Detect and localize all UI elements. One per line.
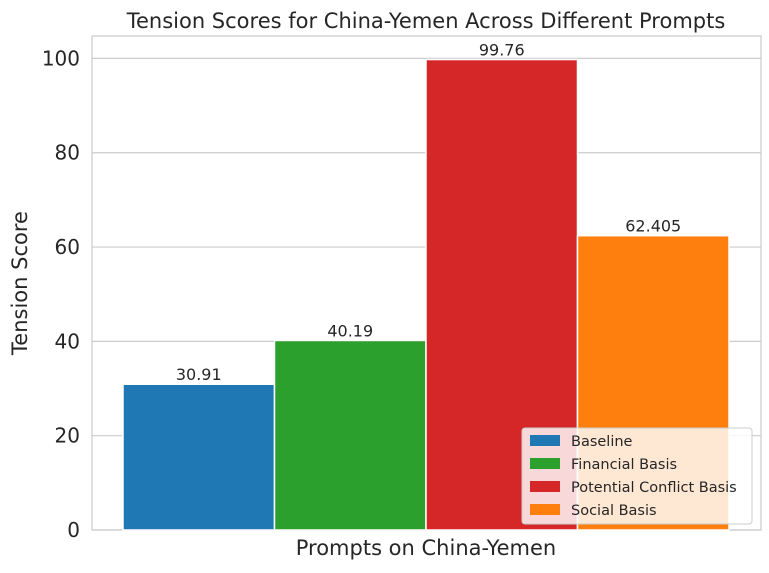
- legend-swatch: [530, 458, 560, 469]
- bar-value-label: 62.405: [625, 217, 681, 236]
- y-tick-label: 60: [55, 235, 80, 259]
- chart-title: Tension Scores for China-Yemen Across Di…: [126, 9, 726, 33]
- bar-value-label: 40.19: [327, 321, 373, 340]
- bar: [273, 339, 427, 531]
- y-tick-label: 100: [42, 46, 80, 70]
- bar: [122, 383, 276, 531]
- legend-label: Financial Basis: [571, 457, 677, 473]
- legend-label: Baseline: [571, 434, 633, 450]
- y-tick-label: 20: [55, 424, 80, 448]
- legend-swatch: [530, 481, 560, 492]
- y-tick-label: 40: [55, 329, 80, 353]
- legend-swatch: [530, 435, 560, 446]
- legend-frame: [521, 427, 753, 525]
- x-axis-label: Prompts on China-Yemen: [296, 536, 557, 560]
- bar-value-label: 30.91: [176, 365, 222, 384]
- legend-items: Baseline Financial Basis Potential Conflic…: [530, 434, 737, 519]
- legend-label: Social Basis: [571, 503, 657, 519]
- y-tick-label: 80: [55, 141, 80, 165]
- bars-group: [122, 58, 730, 531]
- legend-swatch: [530, 504, 560, 515]
- bar-value-label: 99.76: [479, 41, 525, 60]
- y-tick-label: 0: [67, 518, 80, 542]
- legend: Baseline Financial Basis Potential Conflic…: [521, 427, 753, 525]
- y-tick-labels: 0 20 40 60 80 100: [42, 46, 80, 542]
- legend-label: Potential Conflict Basis: [571, 480, 737, 496]
- bar-labels-group: 30.91 40.19 99.76 62.405: [176, 41, 681, 385]
- y-axis-label: Tension Score: [8, 211, 32, 356]
